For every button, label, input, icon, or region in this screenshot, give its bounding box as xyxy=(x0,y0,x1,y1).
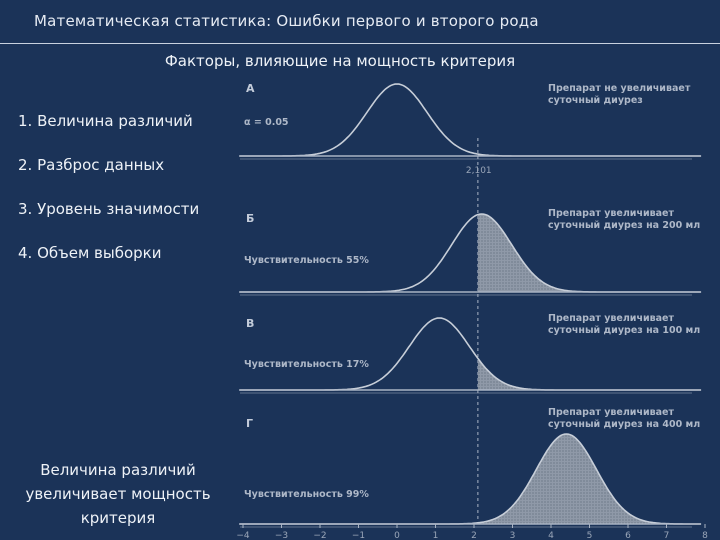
critical-value-label: 2,101 xyxy=(466,166,492,176)
x-tick-label: 2 xyxy=(471,531,477,540)
distribution-curve xyxy=(239,433,702,525)
conclusion-line: Величина различий xyxy=(40,461,196,479)
factor-item-significance: 3. Уровень значимости xyxy=(18,200,200,218)
panel-caption-line: Препарат увеличивает xyxy=(548,208,674,219)
x-tick-label: 6 xyxy=(625,531,631,540)
factor-item-spread: 2. Разброс данных xyxy=(18,156,165,174)
factor-item-difference: 1. Величина различий xyxy=(18,112,193,130)
panel-letter: В xyxy=(246,317,254,330)
panel-letter: Б xyxy=(246,212,254,225)
title-divider xyxy=(0,43,720,44)
panel-caption-line: суточный диурез на 100 мл xyxy=(548,325,700,336)
conclusion-text: Величина различий увеличивает мощность к… xyxy=(8,458,228,530)
panel-letter: А xyxy=(246,82,255,95)
slide-title: Математическая статистика: Ошибки первог… xyxy=(34,12,539,30)
conclusion-line: критерия xyxy=(80,509,156,527)
power-region-shade xyxy=(477,214,702,292)
x-tick-label: −4 xyxy=(236,531,250,540)
factor-item-sample-size: 4. Объем выборки xyxy=(18,244,162,262)
panel-caption-line: суточный диурез xyxy=(548,95,643,106)
panel-letter: Г xyxy=(246,417,253,430)
panel-caption-line: суточный диурез на 400 мл xyxy=(548,419,700,430)
panel-note: Чувствительность 99% xyxy=(244,489,369,500)
panel-note: Чувствительность 17% xyxy=(244,359,369,370)
x-tick-label: −3 xyxy=(275,531,288,540)
panel-note: α = 0.05 xyxy=(244,117,289,128)
panel-caption-line: суточный диурез на 200 мл xyxy=(548,220,700,231)
x-tick-label: 8 xyxy=(702,531,708,540)
panel-caption-line: Препарат увеличивает xyxy=(548,407,674,418)
x-tick-label: −2 xyxy=(313,531,326,540)
panel-note: Чувствительность 55% xyxy=(244,255,369,266)
x-tick-label: 7 xyxy=(664,531,670,540)
x-tick-label: −1 xyxy=(352,531,365,540)
conclusion-line: увеличивает мощность xyxy=(25,485,211,503)
panel-caption-line: Препарат не увеличивает xyxy=(548,83,691,94)
x-tick-label: 0 xyxy=(394,531,400,540)
panel-caption-line: Препарат увеличивает xyxy=(548,313,674,324)
power-region-shade xyxy=(477,358,702,390)
x-tick-label: 5 xyxy=(587,531,593,540)
x-tick-label: 4 xyxy=(548,531,554,540)
x-tick-label: 3 xyxy=(510,531,516,540)
power-region-shade xyxy=(477,434,702,524)
slide-subtitle: Факторы, влияющие на мощность критерия xyxy=(164,52,516,70)
x-tick-label: 1 xyxy=(433,531,439,540)
